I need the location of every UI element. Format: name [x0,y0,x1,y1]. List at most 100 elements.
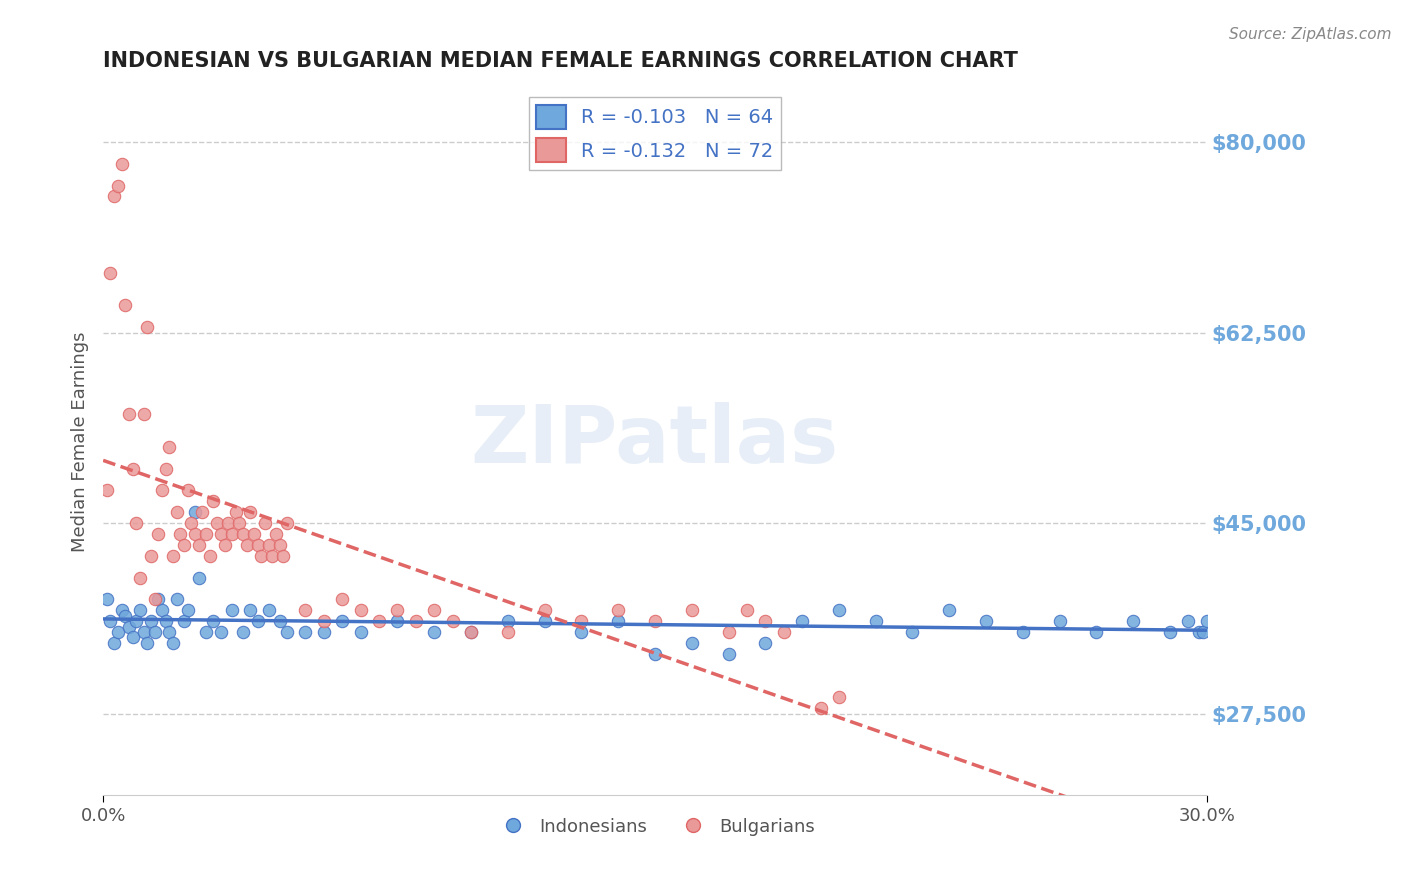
Point [100,614,122,628]
Point [1188,625,1211,640]
Point [110,157,132,171]
Point [107,178,129,193]
Point [235,538,257,552]
Point [187,538,209,552]
Point [187,571,209,585]
Point [644,647,666,661]
Point [221,603,243,617]
Point [243,527,266,541]
Point [828,690,851,705]
Point [129,571,152,585]
Point [312,614,335,628]
Text: INDONESIAN VS BULGARIAN MEDIAN FEMALE EARNINGS CORRELATION CHART: INDONESIAN VS BULGARIAN MEDIAN FEMALE EA… [103,51,1018,70]
Point [132,407,155,421]
Point [136,320,159,334]
Point [173,614,195,628]
Point [118,619,141,633]
Point [195,527,218,541]
Point [294,603,316,617]
Point [350,625,373,640]
Point [269,614,291,628]
Point [173,538,195,552]
Point [132,625,155,640]
Point [273,549,295,563]
Point [423,603,446,617]
Point [330,614,353,628]
Point [423,625,446,640]
Point [607,603,630,617]
Point [232,625,254,640]
Point [125,614,148,628]
Point [239,505,262,519]
Point [790,614,813,628]
Point [754,636,776,650]
Point [533,603,555,617]
Point [239,603,262,617]
Point [150,483,173,498]
Point [166,505,188,519]
Point [644,614,666,628]
Point [148,527,170,541]
Point [162,549,184,563]
Point [974,614,997,628]
Point [253,516,276,530]
Point [209,527,232,541]
Point [195,625,218,640]
Point [1011,625,1033,640]
Point [202,494,225,508]
Point [717,625,740,640]
Point [103,636,125,650]
Point [191,505,214,519]
Point [246,538,269,552]
Point [294,625,316,640]
Point [607,614,630,628]
Point [405,614,427,628]
Point [681,636,703,650]
Point [103,189,125,203]
Point [1192,625,1215,640]
Point [901,625,924,640]
Point [198,549,221,563]
Y-axis label: Median Female Earnings: Median Female Earnings [72,331,89,552]
Point [184,527,207,541]
Point [1122,614,1144,628]
Point [143,625,166,640]
Point [754,614,776,628]
Point [107,625,129,640]
Point [184,505,207,519]
Point [121,461,143,475]
Point [114,298,136,312]
Point [114,608,136,623]
Point [312,625,335,640]
Point [148,592,170,607]
Point [1159,625,1181,640]
Point [139,614,162,628]
Point [1177,614,1199,628]
Point [202,614,225,628]
Point [387,603,409,617]
Point [938,603,960,617]
Point [232,527,254,541]
Point [735,603,758,617]
Point [257,538,280,552]
Point [180,516,202,530]
Point [155,614,177,628]
Point [225,505,247,519]
Point [96,592,118,607]
Point [136,636,159,650]
Point [276,516,298,530]
Point [441,614,464,628]
Point [257,603,280,617]
Text: ZIPatlas: ZIPatlas [471,402,839,481]
Point [276,625,298,640]
Point [169,527,191,541]
Point [125,516,148,530]
Point [110,603,132,617]
Point [139,549,162,563]
Point [157,440,180,454]
Point [496,614,519,628]
Point [221,527,243,541]
Point [460,625,482,640]
Point [569,614,592,628]
Point [1195,614,1218,628]
